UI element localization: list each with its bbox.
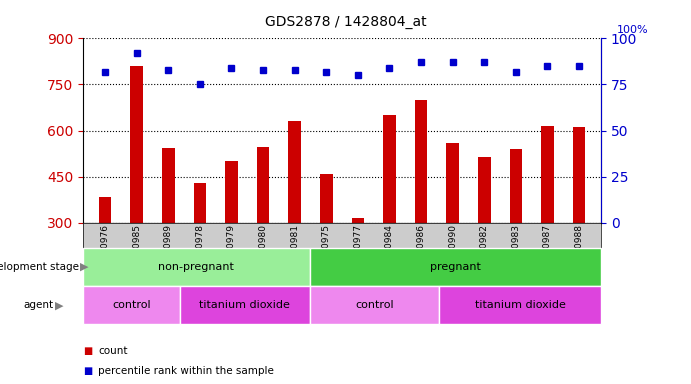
- Bar: [509, 149, 522, 223]
- Text: control: control: [355, 300, 394, 310]
- Text: GSM180984: GSM180984: [385, 224, 394, 279]
- Text: GSM180990: GSM180990: [448, 224, 457, 279]
- Text: ■: ■: [83, 346, 92, 356]
- Text: agent: agent: [23, 300, 54, 310]
- Bar: [352, 218, 364, 223]
- Text: count: count: [98, 346, 128, 356]
- Bar: [288, 121, 301, 223]
- Text: GSM180989: GSM180989: [164, 224, 173, 279]
- Bar: [99, 197, 111, 223]
- Bar: [541, 126, 553, 223]
- Text: GSM180987: GSM180987: [543, 224, 552, 279]
- Text: GSM180980: GSM180980: [258, 224, 267, 279]
- Text: GSM180979: GSM180979: [227, 224, 236, 279]
- Bar: [415, 100, 427, 223]
- Bar: [446, 143, 459, 223]
- Bar: [573, 127, 585, 223]
- Text: pregnant: pregnant: [430, 262, 481, 272]
- Text: GSM180986: GSM180986: [417, 224, 426, 279]
- Text: GDS2878 / 1428804_at: GDS2878 / 1428804_at: [265, 15, 426, 29]
- Text: GSM180988: GSM180988: [574, 224, 584, 279]
- Bar: [131, 66, 143, 223]
- Text: GSM180985: GSM180985: [132, 224, 141, 279]
- Bar: [320, 174, 332, 223]
- Text: titanium dioxide: titanium dioxide: [200, 300, 290, 310]
- Text: GSM180977: GSM180977: [353, 224, 362, 279]
- Text: GSM180975: GSM180975: [322, 224, 331, 279]
- Bar: [257, 147, 269, 223]
- Bar: [383, 115, 396, 223]
- Bar: [478, 157, 491, 223]
- Text: titanium dioxide: titanium dioxide: [475, 300, 566, 310]
- Text: GSM180981: GSM180981: [290, 224, 299, 279]
- Text: ■: ■: [83, 366, 92, 376]
- Text: percentile rank within the sample: percentile rank within the sample: [98, 366, 274, 376]
- Text: development stage: development stage: [0, 262, 79, 272]
- Y-axis label: 100%: 100%: [616, 25, 648, 35]
- Bar: [225, 161, 238, 223]
- Text: ▶: ▶: [80, 262, 88, 272]
- Text: ▶: ▶: [55, 300, 63, 310]
- Bar: [162, 148, 175, 223]
- Bar: [193, 183, 206, 223]
- Text: control: control: [112, 300, 151, 310]
- Text: GSM180983: GSM180983: [511, 224, 520, 279]
- Text: GSM180978: GSM180978: [196, 224, 205, 279]
- Text: non-pregnant: non-pregnant: [158, 262, 234, 272]
- Text: GSM180976: GSM180976: [100, 224, 110, 279]
- Text: GSM180982: GSM180982: [480, 224, 489, 279]
